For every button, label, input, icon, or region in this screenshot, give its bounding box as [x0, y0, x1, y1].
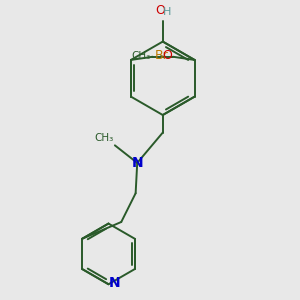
Text: CH₃: CH₃: [94, 133, 114, 143]
Text: Br: Br: [154, 49, 168, 62]
Text: O: O: [155, 4, 165, 17]
Text: O: O: [162, 49, 172, 62]
Text: H: H: [163, 7, 171, 17]
Text: methoxy: methoxy: [160, 55, 166, 56]
Text: N: N: [131, 156, 143, 170]
Text: N: N: [108, 276, 120, 290]
Text: CH₃: CH₃: [132, 51, 151, 61]
